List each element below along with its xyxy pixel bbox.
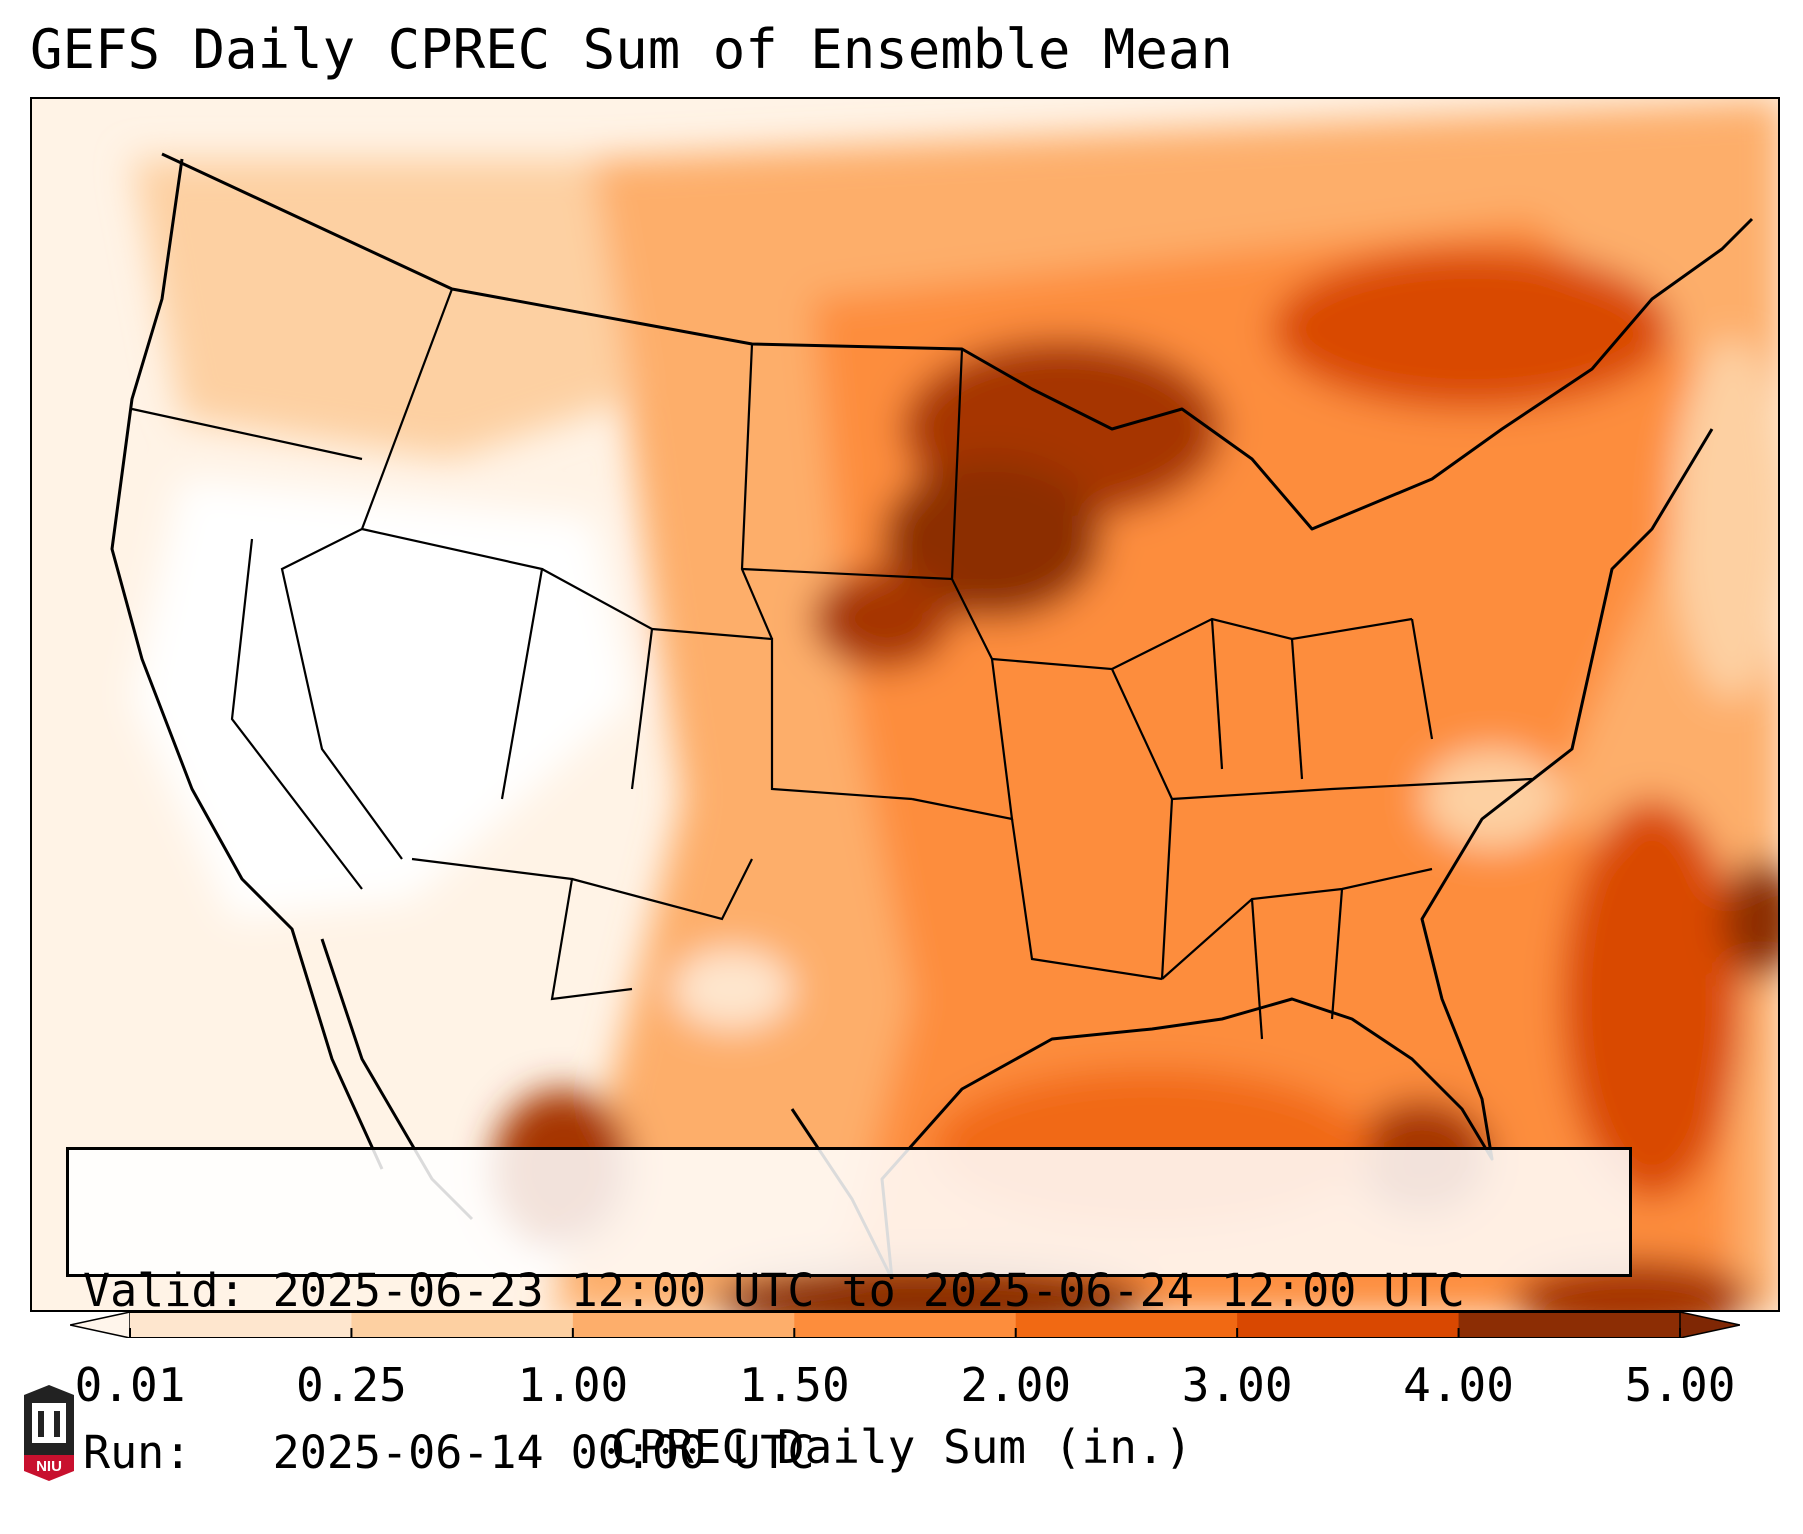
colorbar-tick-label: 5.00 <box>1624 1358 1736 1412</box>
run-time-label: Run: 2025-06-14 00:00 UTC <box>83 1426 815 1479</box>
colorbar-over-extension <box>1679 1312 1740 1338</box>
chart-title: GEFS Daily CPREC Sum of Ensemble Mean <box>30 18 1233 81</box>
colorbar-segment <box>1015 1312 1238 1338</box>
colorbar-tick-label: 1.00 <box>517 1358 629 1412</box>
colorbar-segment <box>1458 1312 1681 1338</box>
colorbar <box>70 1312 1740 1338</box>
state-borders <box>131 288 1533 1040</box>
colorbar-segment <box>130 1312 352 1338</box>
us-canada-border <box>161 152 1754 531</box>
colorbar-tick-label: 3.00 <box>1181 1358 1293 1412</box>
colorbar-segment <box>794 1312 1017 1338</box>
niu-logo-icon: NIU <box>24 1385 74 1481</box>
colorbar-tick-label: 0.01 <box>74 1358 186 1412</box>
colorbar-tick-label: 2.00 <box>960 1358 1072 1412</box>
niu-logo-text: NIU <box>36 1458 62 1475</box>
colorbar-tick-label: 1.50 <box>738 1358 850 1412</box>
colorbar-tick-label: 0.25 <box>296 1358 407 1412</box>
colorbar-under-extension <box>70 1312 131 1338</box>
colorbar-segment <box>1237 1312 1460 1338</box>
west-coast <box>110 158 384 1170</box>
colorbar-tick-label: 4.00 <box>1403 1358 1514 1412</box>
valid-time-label: Valid: 2025-06-23 12:00 UTC to 2025-06-2… <box>83 1264 1465 1317</box>
colorbar-segment <box>351 1312 574 1338</box>
info-box: Valid: 2025-06-23 12:00 UTC to 2025-06-2… <box>66 1147 1632 1479</box>
colorbar-title: CPREC Daily Sum (in.) <box>610 1420 1193 1474</box>
precip-map <box>30 97 1780 1312</box>
colorbar-segment <box>572 1312 795 1338</box>
